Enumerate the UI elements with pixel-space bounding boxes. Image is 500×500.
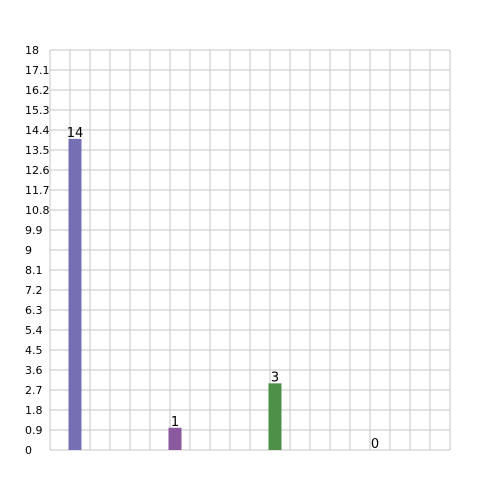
- y-tick-label: 9.9: [25, 224, 43, 237]
- y-tick-label: 14.4: [25, 124, 50, 137]
- bar: [268, 383, 282, 450]
- y-tick-label: 8.1: [25, 264, 43, 277]
- y-tick-label: 4.5: [25, 344, 43, 357]
- bar-value-label: 3: [271, 370, 279, 385]
- bar-value-label: 0: [371, 437, 379, 452]
- y-tick-label: 12.6: [25, 164, 50, 177]
- y-tick-label: 1.8: [25, 404, 43, 417]
- y-tick-label: 6.3: [25, 304, 43, 317]
- y-tick-label: 0.9: [25, 424, 43, 437]
- bar-value-label: 14: [67, 126, 84, 141]
- y-tick-label: 11.7: [25, 184, 50, 197]
- data-labels: 14 1 3 0: [67, 126, 379, 452]
- y-tick-label: 16.2: [25, 84, 50, 97]
- bar-value-label: 1: [171, 415, 179, 430]
- y-tick-label: 0: [25, 444, 32, 457]
- bar: [68, 138, 82, 450]
- bars: [68, 138, 282, 450]
- y-tick-label: 3.6: [25, 364, 43, 377]
- y-axis-tick-labels: 0 0.9 1.8 2.7 3.6 4.5 5.4 6.3 7.2 8.1 9 9.9 10.8 11.7…: [25, 44, 50, 457]
- bar: [168, 427, 182, 450]
- y-tick-label: 2.7: [25, 384, 43, 397]
- y-tick-label: 17.1: [25, 64, 50, 77]
- y-tick-label: 18: [25, 44, 39, 57]
- y-tick-label: 9: [25, 244, 32, 257]
- y-tick-label: 13.5: [25, 144, 50, 157]
- y-tick-label: 7.2: [25, 284, 43, 297]
- y-tick-label: 5.4: [25, 324, 43, 337]
- grid-lines: [49, 49, 451, 451]
- y-tick-label: 10.8: [25, 204, 50, 217]
- y-tick-label: 15.3: [25, 104, 50, 117]
